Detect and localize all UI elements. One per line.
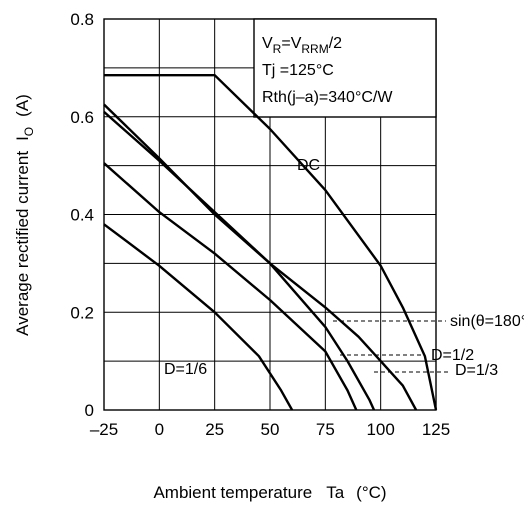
y-tick-label: 0.6 xyxy=(70,108,94,127)
x-tick-label: –25 xyxy=(90,420,118,439)
curves xyxy=(103,73,438,411)
x-tick-label: 0 xyxy=(155,420,164,439)
condition-vr: VR=VRRM/2 xyxy=(262,35,342,56)
x-tick-label: 100 xyxy=(366,420,394,439)
x-tick-label: 50 xyxy=(261,420,280,439)
label-d16: D=1/6 xyxy=(164,361,207,378)
x-axis-title: Ambient temperature Ta (°C) xyxy=(153,483,386,502)
condition-tj: Tj =125°C xyxy=(262,62,334,79)
y-axis-title: Average rectified currentIO(A) xyxy=(13,94,36,336)
label-d12: D=1/2 xyxy=(431,347,474,364)
series-line-dc xyxy=(104,73,438,411)
x-tick-label: 75 xyxy=(316,420,335,439)
condition-rth: Rth(j–a)=340°C/W xyxy=(262,89,393,106)
y-axis-ticks: 0 0.2 0.4 0.6 0.8 xyxy=(70,10,94,420)
series-line-sin-180 xyxy=(103,103,418,411)
x-tick-label: 25 xyxy=(205,420,224,439)
series-line-d-1-3 xyxy=(103,162,358,411)
series-line-d-1-6 xyxy=(103,223,294,411)
x-axis-ticks: –25 0 25 50 75 100 125 xyxy=(90,420,450,439)
label-d13: D=1/3 xyxy=(455,362,498,379)
y-tick-label: 0.4 xyxy=(70,206,94,225)
label-dc: DC xyxy=(297,157,320,174)
y-tick-label: 0.2 xyxy=(70,303,94,322)
conditions-box xyxy=(253,18,437,118)
label-sin: sin(θ=180°) xyxy=(450,313,524,330)
x-tick-label: 125 xyxy=(422,420,450,439)
series-line-d-1-2 xyxy=(103,111,376,411)
y-tick-label: 0 xyxy=(85,401,94,420)
y-tick-label: 0.8 xyxy=(70,10,94,29)
